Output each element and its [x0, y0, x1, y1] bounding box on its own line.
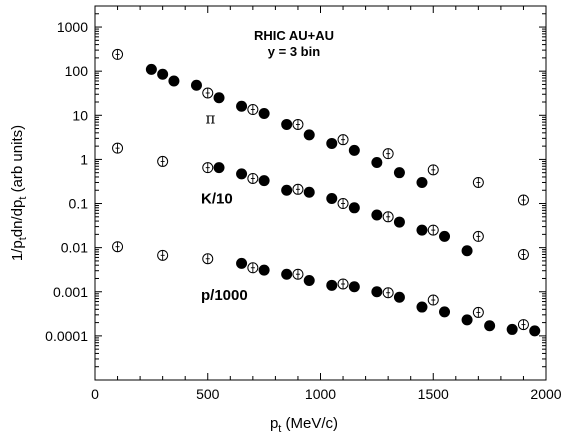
pi-filled-point	[236, 100, 248, 112]
y-axis-label-c: dn/dp	[9, 200, 26, 238]
pi-filled-point	[416, 176, 428, 188]
K-filled-point	[416, 224, 428, 236]
p-filled-point	[529, 325, 541, 337]
y-axis-label-e: (arb units)	[9, 125, 26, 197]
y-tick-label: 1	[80, 151, 88, 167]
p-filled-point	[348, 281, 360, 293]
y-axis-label: 1/ptdn/dpt (arb units)	[9, 125, 29, 261]
p-filled-point	[461, 314, 473, 326]
y-tick-label: 1000	[57, 19, 88, 35]
series-label-0: π	[205, 110, 215, 128]
p-filled-point	[371, 286, 383, 298]
K-filled-point	[213, 162, 225, 174]
x-tick-label: 0	[91, 386, 99, 402]
pi-filled-point	[371, 157, 383, 169]
y-axis-label-d: t	[17, 197, 29, 200]
p-filled-point	[326, 279, 338, 291]
plot-frame	[94, 5, 547, 381]
pi-filled-point	[348, 144, 360, 156]
y-axis-label-a: 1/p	[9, 240, 26, 261]
pi-filled-point	[168, 75, 180, 87]
pi-filled-point	[303, 129, 315, 141]
pi-filled-point	[145, 63, 157, 75]
y-axis-label-b: t	[17, 237, 29, 240]
p-filled-point	[416, 301, 428, 313]
x-tick-label: 2000	[530, 386, 561, 402]
y-tick-label: 0.01	[61, 240, 88, 256]
p-filled-point	[281, 268, 293, 280]
K-filled-point	[326, 192, 338, 204]
K-filled-point	[281, 184, 293, 196]
y-tick-label: 0.1	[69, 196, 89, 212]
K-filled-point	[236, 168, 248, 180]
p-filled-point	[484, 320, 496, 332]
x-tick-label: 1000	[305, 386, 336, 402]
pi-filled-point	[393, 167, 405, 179]
pi-filled-point	[157, 68, 169, 80]
pi-filled-point	[213, 92, 225, 104]
x-axis-label-main: p	[270, 415, 278, 432]
x-axis-label-sub: t	[278, 423, 281, 435]
pi-filled-point	[258, 107, 270, 119]
x-tick-label: 1500	[418, 386, 449, 402]
K-filled-point	[348, 202, 360, 214]
p-filled-point	[258, 264, 270, 276]
K-filled-point	[461, 245, 473, 257]
K-filled-point	[393, 216, 405, 228]
x-tick-label: 500	[196, 386, 220, 402]
series-labels: π K/10 p/1000	[201, 110, 248, 304]
y-tick-label: 0.001	[53, 284, 88, 300]
y-tick-label: 100	[65, 63, 89, 79]
p-filled-point	[393, 291, 405, 303]
series-label-2: p/1000	[201, 287, 248, 304]
pi-filled-point	[190, 79, 202, 91]
p-filled-point	[236, 257, 248, 269]
data-points	[112, 48, 541, 337]
p-filled-point	[439, 306, 451, 318]
y-tick-label: 0.0001	[45, 328, 88, 344]
chart-title-line-1: RHIC AU+AU	[254, 28, 334, 43]
series-label-1: K/10	[201, 191, 233, 208]
p-filled-point	[303, 275, 315, 287]
y-tick-label: 10	[72, 107, 88, 123]
pi-filled-point	[326, 137, 338, 149]
K-filled-point	[439, 230, 451, 242]
K-filled-point	[258, 175, 270, 187]
x-axis-label: pt (MeV/c)	[270, 415, 338, 435]
K-filled-point	[371, 209, 383, 221]
axis-tick-labels: 0 500 1000 1500 2000 0.0001 0.001 0.01 0.1 1 10 100…	[45, 19, 562, 402]
x-axis-label-tail: (MeV/c)	[281, 415, 338, 432]
axis-ticks	[94, 6, 547, 380]
chart-title-line-2: y = 3 bin	[268, 44, 320, 59]
p-filled-point	[506, 323, 518, 335]
K-filled-point	[303, 186, 315, 198]
pi-filled-point	[281, 118, 293, 130]
